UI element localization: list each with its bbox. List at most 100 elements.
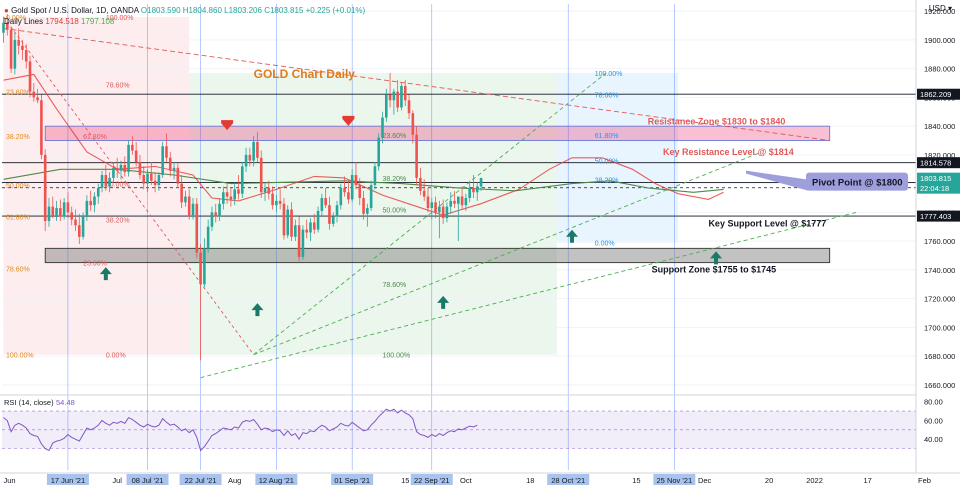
trendline-0 — [3, 27, 830, 141]
candle-97 — [369, 180, 373, 211]
price-tick-3: 1720.000 — [924, 295, 955, 304]
candle-75 — [286, 205, 290, 239]
candle-body-48 — [184, 196, 187, 203]
pivot-callout-box — [806, 172, 908, 191]
rsi-tick-0: 80.00 — [924, 398, 943, 407]
candle-107 — [407, 94, 411, 119]
candle-114 — [434, 196, 437, 219]
time-label-highlight-1 — [46, 474, 89, 485]
candle-67 — [256, 131, 259, 163]
time-label-10: Oct — [460, 476, 473, 485]
candle-99 — [377, 133, 381, 171]
candle-body-91 — [347, 192, 350, 200]
candle-7 — [28, 55, 32, 98]
candle-body-95 — [362, 198, 365, 214]
candle-body-88 — [335, 205, 339, 217]
candle-body-28 — [108, 177, 111, 187]
up-arrow-icon-5 — [566, 229, 578, 243]
time-label-11: 18 — [526, 476, 534, 485]
candle-body-75 — [286, 209, 290, 236]
pivot-callout-pointer — [746, 170, 808, 191]
candle-50 — [191, 198, 195, 220]
fib-left-label-0: 0.00% — [6, 15, 26, 22]
down-arrow-icon-0 — [221, 120, 234, 131]
candle-79 — [301, 225, 305, 260]
annotations: GOLD Chart Daily Resistance Zone $1830 t… — [254, 67, 908, 275]
candle-85 — [324, 187, 327, 209]
candle-body-15 — [59, 208, 62, 217]
time-label-9: 22 Sep '21 — [414, 476, 450, 485]
time-label-0: Jun — [4, 476, 16, 485]
rsi-line — [3, 408, 478, 452]
chevron-down-icon: ▾ — [947, 4, 952, 13]
up-arrow-icon-6 — [710, 251, 723, 265]
candle-body-0 — [2, 22, 5, 33]
candle-body-108 — [411, 113, 415, 135]
candle-6 — [24, 44, 28, 69]
candle-body-16 — [62, 202, 66, 217]
annotation-0: Key Resistance Level @ $1814 — [663, 147, 794, 157]
candle-47 — [180, 175, 183, 209]
candle-body-30 — [115, 167, 119, 171]
candle-125 — [475, 182, 479, 201]
candle-117 — [445, 202, 449, 223]
currency-label[interactable]: USD ▾ — [929, 4, 952, 13]
candle-body-43 — [165, 146, 168, 158]
candle-body-53 — [203, 248, 206, 285]
red-dot-icon: ● — [4, 6, 9, 15]
up-arrow-icon-3 — [251, 303, 264, 317]
candle-3 — [13, 32, 17, 75]
candle-body-1 — [5, 22, 9, 30]
candle-77 — [294, 219, 297, 242]
candle-126 — [479, 177, 483, 191]
candle-115 — [438, 200, 441, 239]
candle-61 — [233, 182, 236, 206]
candle-105 — [400, 83, 403, 111]
level-badge-0 — [917, 88, 960, 100]
time-axis[interactable]: Jun 17 Jun '21 Jul 08 Jul '21 22 Jul '21 Aug 1… — [0, 472, 960, 485]
candle-0 — [2, 16, 5, 43]
candle-body-58 — [222, 192, 225, 204]
time-label-16: 20 — [765, 476, 773, 485]
candle-58 — [222, 186, 225, 210]
fib-right-label-5: 0.00% — [595, 241, 615, 248]
candle-27 — [104, 164, 108, 191]
chart-title: GOLD Chart Daily — [254, 67, 356, 81]
candle-26 — [100, 170, 104, 193]
candle-57 — [218, 198, 221, 221]
candle-28 — [108, 172, 111, 193]
candle-90 — [343, 176, 346, 197]
candle-body-64 — [244, 154, 248, 167]
rsi-tick-1: 60.00 — [924, 416, 943, 425]
symbol-title[interactable]: Gold Spot / U.S. Dollar, 1D, OANDA — [11, 6, 139, 15]
candle-body-10 — [40, 100, 43, 155]
candle-83 — [316, 206, 320, 233]
candle-body-2 — [9, 29, 13, 69]
pivot-indicator-legend[interactable]: Daily Lines 1794.518 1797.108 — [4, 17, 114, 26]
candle-body-86 — [328, 205, 331, 224]
candle-body-89 — [339, 187, 343, 206]
close-value: C1803.815 — [264, 6, 304, 15]
candle-92 — [350, 169, 354, 203]
trendline-1 — [253, 72, 607, 355]
currency-dropdown: USD — [928, 4, 946, 13]
price-tick-9: 1840.000 — [924, 122, 955, 131]
time-label-15: Dec — [698, 476, 712, 485]
candle-84 — [320, 193, 324, 216]
candle-body-56 — [214, 212, 218, 217]
candle-body-99 — [377, 137, 381, 167]
candle-body-11 — [43, 154, 47, 221]
candle-69 — [263, 183, 267, 201]
candle-33 — [127, 140, 130, 177]
candle-body-55 — [210, 212, 214, 227]
candle-body-125 — [475, 186, 479, 193]
fib-left-label-5: 78.60% — [6, 266, 30, 273]
candle-121 — [460, 186, 464, 210]
candle-30 — [115, 157, 119, 178]
down-arrow-icon-1 — [342, 115, 355, 126]
candle-1 — [5, 14, 9, 36]
support-zone-box — [44, 247, 831, 264]
candle-116 — [441, 199, 445, 224]
